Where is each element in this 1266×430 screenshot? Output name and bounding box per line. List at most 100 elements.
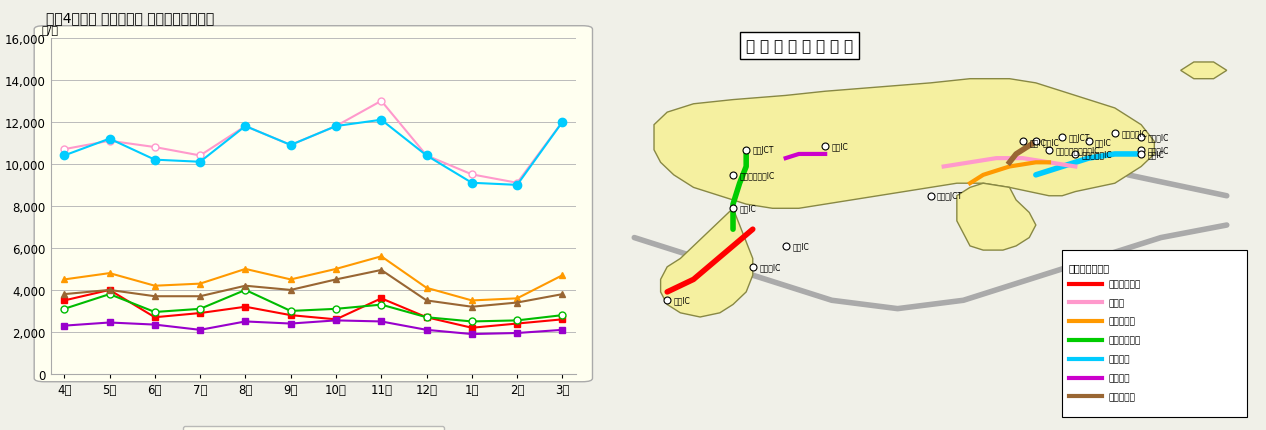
山陰自動車道 (555, 120, 570, 125)
山陰自動車道（斐川～出雲） (328, 277, 343, 283)
江津道路 (57, 323, 72, 329)
Text: 江津IC: 江津IC (832, 142, 848, 151)
Text: 台/日: 台/日 (42, 25, 58, 34)
山陰自動車道 (419, 154, 434, 159)
江津道路 (373, 319, 389, 324)
江津道路 (465, 332, 480, 337)
Text: 山陰道: 山陰道 (1108, 298, 1124, 307)
浜田自動車道 (509, 318, 524, 323)
山陰自動車道（斐川～出雲） (192, 294, 208, 299)
山陰自動車道 (373, 99, 389, 104)
江津道路 (238, 319, 253, 324)
山陰自動車道 (57, 147, 72, 152)
中国自動車道 (419, 315, 434, 320)
松江自動車線 (147, 283, 162, 289)
中国自動車道 (465, 326, 480, 331)
松江自動車線 (284, 277, 299, 283)
Text: 宍道JCT: 宍道JCT (1069, 133, 1090, 142)
Text: 江津道路: 江津道路 (1108, 373, 1129, 382)
Line: 浜田自動車道: 浜田自動車道 (61, 287, 566, 325)
江津道路 (509, 331, 524, 336)
Text: 吉和IC: 吉和IC (793, 242, 809, 251)
Text: 米子西IC: 米子西IC (1148, 146, 1169, 155)
Line: 江津道路: 江津道路 (61, 317, 566, 338)
山陰自動車道（斐川～出雲） (373, 268, 389, 273)
安来道路 (57, 154, 72, 159)
江津道路 (555, 328, 570, 333)
松江自動車線 (328, 267, 343, 272)
Line: 山陰自動車道: 山陰自動車道 (61, 98, 566, 187)
江津道路 (147, 322, 162, 327)
山陰自動車道 (284, 143, 299, 148)
Polygon shape (661, 209, 753, 317)
山陰自動車道 (465, 172, 480, 178)
Text: 交通量集計区間: 交通量集計区間 (1069, 263, 1110, 273)
山陰自動車道 (192, 154, 208, 159)
Text: 奥川IC: 奥川IC (1095, 138, 1112, 147)
Text: 金城スマートIC: 金城スマートIC (739, 171, 775, 180)
松江自動車線 (555, 273, 570, 278)
松江自動車線 (57, 277, 72, 283)
山陰自動車道（斐川～出雲） (284, 288, 299, 293)
Text: 東出雲IC: 東出雲IC (1148, 133, 1169, 142)
安来道路 (465, 181, 480, 186)
安来道路 (192, 160, 208, 165)
松江自動車線 (509, 296, 524, 301)
松江自動車線 (465, 298, 480, 303)
松江自動車線 (103, 271, 118, 276)
安来道路 (555, 120, 570, 125)
安来道路 (147, 158, 162, 163)
中国自動車道 (555, 317, 570, 322)
安来道路 (419, 154, 434, 159)
江津道路 (419, 328, 434, 333)
安来道路 (284, 143, 299, 148)
中国自動車道 (284, 313, 299, 318)
山陰自動車道（斐川～出雲） (238, 283, 253, 289)
浜田自動車道 (103, 292, 118, 297)
山陰自動車道（斐川～出雲） (465, 304, 480, 310)
Text: 令和4年度の 島根県内の 高速道路通行台数: 令和4年度の 島根県内の 高速道路通行台数 (46, 11, 214, 25)
Text: 浜田JCT: 浜田JCT (753, 146, 774, 155)
山陰自動車道（斐川～出雲） (57, 292, 72, 297)
浜田自動車道 (328, 307, 343, 312)
山陰自動車道（斐川～出雲） (419, 298, 434, 303)
Text: 出雲IC: 出雲IC (1042, 138, 1060, 147)
松江自動車線 (419, 286, 434, 291)
浜田自動車道 (192, 307, 208, 312)
Line: 中国自動車道: 中国自動車道 (61, 287, 566, 332)
Text: 島 根 県 の 高 速 道 路: 島 根 県 の 高 速 道 路 (746, 39, 853, 54)
Line: 山陰自動車道（斐川～出雲）: 山陰自動車道（斐川～出雲） (61, 267, 566, 310)
山陰自動車道 (238, 124, 253, 129)
Text: 安来道路: 安来道路 (1108, 354, 1129, 363)
江津道路 (328, 318, 343, 323)
山陰自動車道 (509, 181, 524, 186)
浜田自動車道 (147, 310, 162, 315)
中国自動車道 (328, 317, 343, 322)
Text: 松江玉造IC: 松江玉造IC (1122, 129, 1147, 138)
Line: 安来道路: 安来道路 (60, 116, 567, 190)
山陰自動車道 (103, 139, 118, 144)
Text: 中国自動車道: 中国自動車道 (1108, 280, 1141, 289)
Text: 尾道松江線: 尾道松江線 (1108, 317, 1136, 326)
中国自動車道 (57, 298, 72, 303)
Text: 鹿野IC: 鹿野IC (674, 296, 690, 305)
浜田自動車道 (465, 319, 480, 324)
Text: 浜田自動車道: 浜田自動車道 (1108, 336, 1141, 345)
浜田自動車道 (373, 302, 389, 307)
Polygon shape (957, 184, 1036, 251)
松江自動車線 (373, 254, 389, 259)
Text: 安来IC: 安来IC (1148, 150, 1165, 159)
松江自動車線 (238, 267, 253, 272)
安来道路 (373, 118, 389, 123)
山陰自動車道（斐川～出雲） (509, 300, 524, 305)
Polygon shape (1181, 63, 1227, 80)
中国自動車道 (147, 315, 162, 320)
中国自動車道 (373, 296, 389, 301)
安来道路 (103, 137, 118, 142)
浜田自動車道 (419, 315, 434, 320)
Text: 三刀屋木次IC: 三刀屋木次IC (1082, 150, 1113, 159)
山陰自動車道 (147, 145, 162, 150)
浜田自動車道 (555, 313, 570, 318)
Polygon shape (655, 80, 1155, 209)
中国自動車道 (509, 321, 524, 326)
